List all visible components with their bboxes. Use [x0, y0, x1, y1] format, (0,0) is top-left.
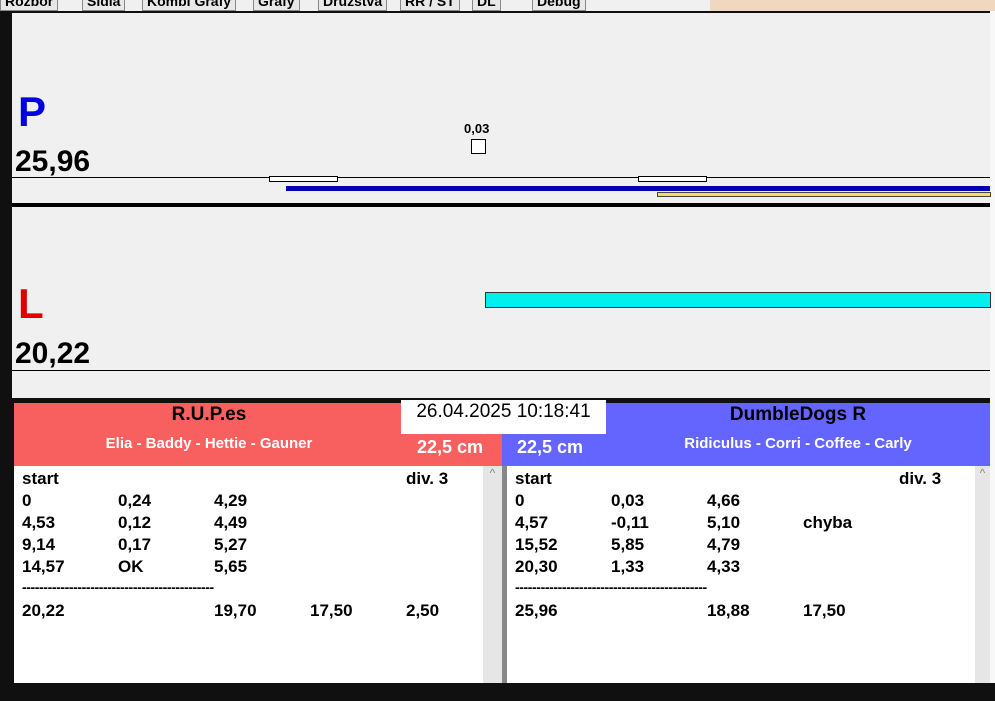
segment: [269, 176, 338, 182]
cell: 1,33: [611, 557, 645, 576]
cell: 20,30: [515, 557, 558, 576]
tab-bar: Rozbor Sidla Kombi Grafy Grafy Družstva RR / …: [0, 0, 995, 11]
cell: 5,65: [214, 557, 248, 576]
cell: 4,53: [22, 513, 56, 532]
panel-label: L: [18, 280, 44, 327]
cell: start: [515, 469, 552, 488]
panel-score: 20,22: [15, 337, 91, 370]
right-edge: [990, 11, 995, 683]
team-members: Elia - Baddy - Hettie - Gauner: [105, 435, 313, 452]
team-height: 22,5 cm: [417, 437, 484, 457]
tab[interactable]: Debug: [532, 0, 586, 11]
cell: 15,52: [515, 535, 558, 554]
cell: 0: [22, 491, 32, 510]
cell: chyba: [803, 513, 853, 532]
cell: 0,17: [118, 535, 152, 554]
timestamp: 26.04.2025 10:18:41: [401, 400, 606, 434]
cell: -0,11: [611, 513, 649, 532]
tab[interactable]: Kombi Grafy: [142, 0, 237, 11]
cell: 5,85: [611, 535, 645, 554]
panel-score: 25,96: [15, 145, 91, 178]
cell: 4,49: [214, 513, 248, 532]
tab[interactable]: Grafy: [253, 0, 300, 11]
cell: div. 3: [899, 469, 942, 488]
cell: 0: [515, 491, 525, 510]
cell: start: [22, 469, 59, 488]
tab[interactable]: DL: [472, 0, 501, 11]
divider: [12, 203, 990, 207]
separator: ----------------------------------------…: [22, 579, 214, 595]
cell: OK: [118, 557, 144, 576]
cell: 0,24: [118, 491, 152, 510]
cyan-bar: [485, 292, 991, 308]
cell: 0,03: [611, 491, 645, 510]
tab[interactable]: Rozbor: [0, 0, 59, 11]
team-name: DumbleDogs R: [729, 404, 867, 425]
cell: 20,22: [22, 601, 65, 620]
segment: [638, 176, 707, 182]
scrollbar[interactable]: ^: [975, 466, 990, 683]
cell: 5,10: [707, 513, 741, 532]
cell: 9,14: [22, 535, 56, 554]
right-results: start div. 3 0 0,03 4,66 4,57 -0,11 5,10 chyba 15…: [507, 466, 975, 683]
baseline: [12, 370, 990, 371]
team-members: Ridiculus - Corri - Coffee - Carly: [684, 435, 912, 452]
tab[interactable]: Sidla: [82, 0, 126, 11]
tab[interactable]: RR / ST: [400, 0, 460, 11]
cell: 17,50: [803, 601, 846, 620]
baseline: [12, 177, 990, 178]
marker: [471, 139, 486, 154]
scrollbar[interactable]: ^: [483, 466, 502, 683]
tab[interactable]: Družstva: [318, 0, 388, 11]
cell: 4,66: [707, 491, 741, 510]
yellow-bar: [657, 192, 991, 197]
cell: 18,88: [707, 601, 750, 620]
team-height: 22,5 cm: [517, 437, 584, 457]
cell: 25,96: [515, 601, 558, 620]
team-name: R.U.P.es: [171, 404, 247, 425]
cell: 4,79: [707, 535, 741, 554]
tab-bar-fill: [710, 0, 995, 11]
separator: ----------------------------------------…: [515, 579, 707, 595]
splitter: [502, 466, 507, 683]
cell: 2,50: [406, 601, 440, 620]
top-panel: [12, 13, 990, 203]
cell: 17,50: [310, 601, 353, 620]
marker-label: 0,03: [464, 121, 490, 136]
cell: 19,70: [214, 601, 257, 620]
panel-label: P: [18, 88, 47, 135]
cell: 4,29: [214, 491, 248, 510]
cell: div. 3: [406, 469, 449, 488]
cell: 4,57: [515, 513, 549, 532]
cell: 4,33: [707, 557, 741, 576]
cell: 5,27: [214, 535, 248, 554]
cell: 0,12: [118, 513, 152, 532]
cell: 14,57: [22, 557, 65, 576]
left-results: start div. 3 0 0,24 4,29 4,53 0,12 4,49 9,14 0,17…: [14, 466, 483, 683]
blue-bar: [286, 186, 990, 191]
